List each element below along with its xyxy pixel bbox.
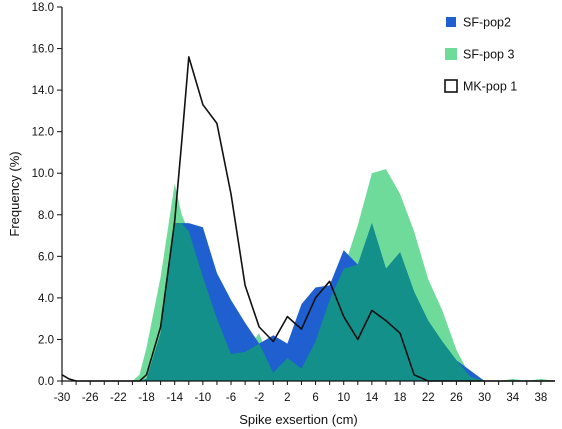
x-tick-label: 18 [394, 392, 407, 404]
y-tick-label: 16.0 [32, 44, 54, 56]
ticks-layer: 0.0 2.0 4.0 6.0 8.0 10.0 12.0 14.0 16.0 18.0 -30 -2… [32, 2, 548, 404]
x-tick-label: -18 [138, 392, 155, 404]
x-tick-label: -14 [166, 392, 183, 404]
legend-label-sf-pop2: SF-pop2 [463, 16, 511, 30]
y-tick-label: 0.0 [38, 376, 54, 388]
x-tick-label: 6 [312, 392, 318, 404]
y-tick-label: 4.0 [38, 293, 54, 305]
y-tick-label: 10.0 [32, 168, 54, 180]
legend-label-mk-pop1: MK-pop 1 [463, 80, 517, 94]
axes-layer [61, 7, 555, 382]
legend-swatch-mk-pop1 [444, 79, 458, 93]
x-tick-label: -10 [195, 392, 212, 404]
y-tick-label: 8.0 [38, 210, 54, 222]
y-tick-label: 14.0 [32, 85, 54, 97]
series-area-overlap [62, 223, 555, 381]
y-tick-label: 2.0 [38, 334, 54, 346]
x-tick-label: 30 [478, 392, 491, 404]
legend-swatch-sf-pop2 [446, 17, 456, 27]
x-tick-label: 38 [535, 392, 548, 404]
series-layer [61, 56, 555, 382]
x-tick-label: 26 [450, 392, 463, 404]
y-tick-label: 12.0 [32, 127, 54, 139]
x-tick-label: 22 [422, 392, 435, 404]
x-tick-label: 14 [365, 392, 378, 404]
x-tick-label: -30 [54, 392, 71, 404]
legend-swatch-sf-pop3 [445, 48, 457, 60]
legend-label-sf-pop3: SF-pop 3 [463, 48, 514, 62]
y-tick-label: 6.0 [38, 251, 54, 263]
x-axis-label: Spike exsertion (cm) [239, 412, 357, 427]
x-tick-label: 34 [506, 392, 519, 404]
x-tick-label: -22 [110, 392, 127, 404]
x-tick-label: -2 [254, 392, 264, 404]
y-tick-label: 18.0 [32, 2, 54, 14]
x-tick-label: 2 [284, 392, 290, 404]
y-axis-label: Frequency (%) [7, 151, 22, 236]
x-tick-label: -26 [82, 392, 99, 404]
x-tick-label: 10 [337, 392, 350, 404]
x-tick-label: -6 [226, 392, 236, 404]
legend: SF-pop2 SF-pop 3 MK-pop 1 [444, 16, 517, 94]
